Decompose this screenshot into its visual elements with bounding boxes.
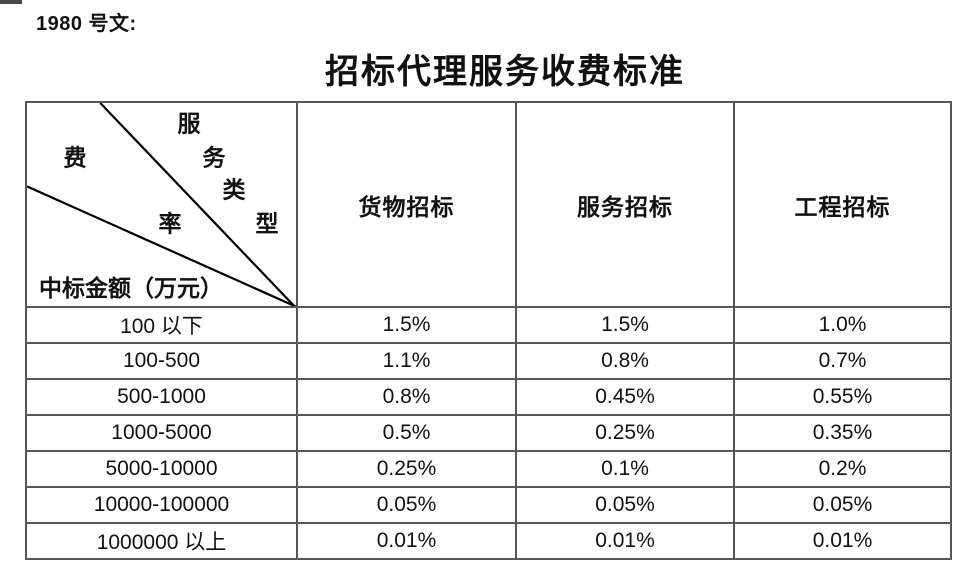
doc-ref-label: 1980 号文: <box>36 13 137 35</box>
table-header-row: 服 务 类 型 费 率 中标金额（万元） 货物招标 服务招标 工程招标 <box>25 101 952 308</box>
column-header-services: 服务招标 <box>515 101 735 308</box>
fee-value-cell: 1.5% <box>515 306 735 344</box>
rate-axis-label-char: 费 <box>63 145 87 171</box>
fee-value-cell: 0.05% <box>733 486 952 524</box>
fee-value-cell: 1.0% <box>733 306 952 344</box>
table-row: 1000000 以上 0.01% 0.01% 0.01% <box>25 522 952 560</box>
scan-artifact <box>0 0 22 4</box>
diagonal-divider-lines <box>28 104 295 305</box>
row-range-cell: 5000-10000 <box>25 450 298 488</box>
fee-value-cell: 0.05% <box>515 486 735 524</box>
fee-value-cell: 0.01% <box>515 522 735 560</box>
col-axis-label-char: 服 <box>177 111 201 137</box>
fee-value-cell: 0.8% <box>296 378 517 416</box>
fee-rate-table: 服 务 类 型 费 率 中标金额（万元） 货物招标 服务招标 工程招标 100 … <box>25 101 952 560</box>
fee-value-cell: 0.35% <box>733 414 952 452</box>
table-row: 100 以下 1.5% 1.5% 1.0% <box>25 306 952 344</box>
rate-axis-label-char: 率 <box>158 211 182 237</box>
col-axis-label-char: 务 <box>202 145 226 171</box>
table-row: 1000-5000 0.5% 0.25% 0.35% <box>25 414 952 452</box>
row-range-cell: 100 以下 <box>25 306 298 344</box>
page-title: 招标代理服务收费标准 <box>325 54 685 91</box>
fee-value-cell: 0.45% <box>515 378 735 416</box>
fee-value-cell: 0.2% <box>733 450 952 488</box>
col-axis-label-char: 型 <box>255 211 279 237</box>
col-axis-label-char: 类 <box>222 177 246 203</box>
row-range-cell: 10000-100000 <box>25 486 298 524</box>
fee-value-cell: 0.7% <box>733 342 952 380</box>
fee-value-cell: 0.05% <box>296 486 517 524</box>
table-row: 500-1000 0.8% 0.45% 0.55% <box>25 378 952 416</box>
row-range-cell: 100-500 <box>25 342 298 380</box>
column-header-works: 工程招标 <box>733 101 952 308</box>
column-header-goods: 货物招标 <box>296 101 517 308</box>
fee-value-cell: 0.55% <box>733 378 952 416</box>
fee-value-cell: 0.8% <box>515 342 735 380</box>
fee-value-cell: 1.5% <box>296 306 517 344</box>
fee-value-cell: 0.25% <box>515 414 735 452</box>
row-range-cell: 500-1000 <box>25 378 298 416</box>
table-row: 100-500 1.1% 0.8% 0.7% <box>25 342 952 380</box>
row-axis-label: 中标金额（万元） <box>39 275 223 301</box>
row-range-cell: 1000-5000 <box>25 414 298 452</box>
fee-value-cell: 0.25% <box>296 450 517 488</box>
corner-header-cell: 服 务 类 型 费 率 中标金额（万元） <box>25 101 298 308</box>
row-range-cell: 1000000 以上 <box>25 522 298 560</box>
table-row: 10000-100000 0.05% 0.05% 0.05% <box>25 486 952 524</box>
fee-value-cell: 1.1% <box>296 342 517 380</box>
table-row: 5000-10000 0.25% 0.1% 0.2% <box>25 450 952 488</box>
fee-value-cell: 0.1% <box>515 450 735 488</box>
fee-value-cell: 0.5% <box>296 414 517 452</box>
fee-value-cell: 0.01% <box>733 522 952 560</box>
fee-value-cell: 0.01% <box>296 522 517 560</box>
